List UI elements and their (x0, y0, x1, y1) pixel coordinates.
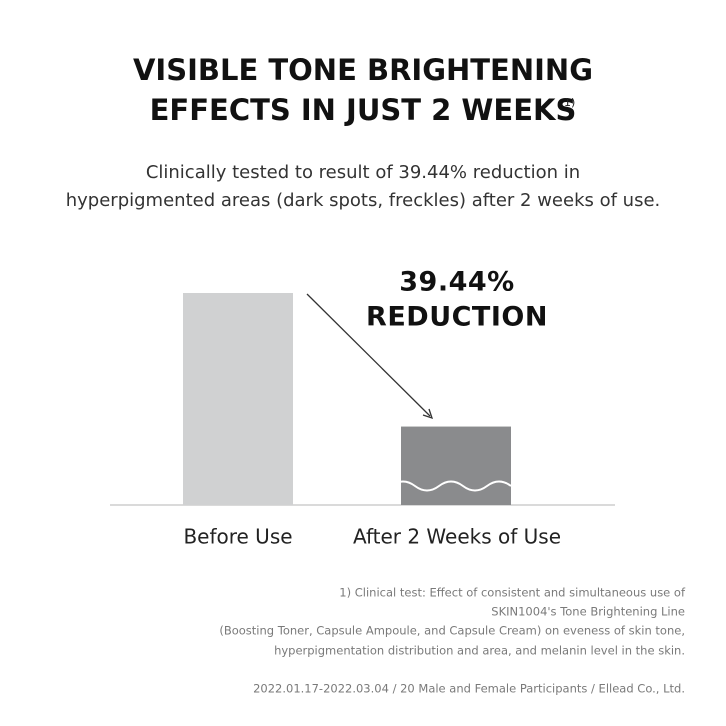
x-tick-label: After 2 Weeks of Use (353, 525, 561, 549)
arrow (306, 293, 431, 417)
bar (183, 293, 293, 505)
subtitle: hyperpigmented areas (dark spots, freckl… (66, 190, 661, 211)
bar (401, 426, 511, 505)
footnote: 2022.01.17-2022.03.04 / 20 Male and Fema… (253, 682, 685, 696)
footnote: SKIN1004's Tone Brightening Line (491, 605, 685, 619)
subtitle: Clinically tested to result of 39.44% re… (146, 162, 580, 183)
bars (183, 293, 511, 505)
chart-title: VISIBLE TONE BRIGHTENING (133, 53, 593, 87)
footnote: 1) Clinical test: Effect of consistent a… (339, 586, 686, 600)
footnote: (Boosting Toner, Capsule Ampoule, and Ca… (219, 624, 685, 638)
title-note: 1) (564, 96, 575, 109)
break-wave (390, 480, 512, 492)
annotation: REDUCTION (366, 302, 548, 333)
annotation: 39.44% (399, 267, 514, 298)
arrow-head (422, 408, 434, 420)
footnote: hyperpigmentation distribution and area,… (274, 644, 685, 658)
chart-title: EFFECTS IN JUST 2 WEEKS (150, 93, 577, 127)
x-tick-label: Before Use (183, 525, 292, 549)
